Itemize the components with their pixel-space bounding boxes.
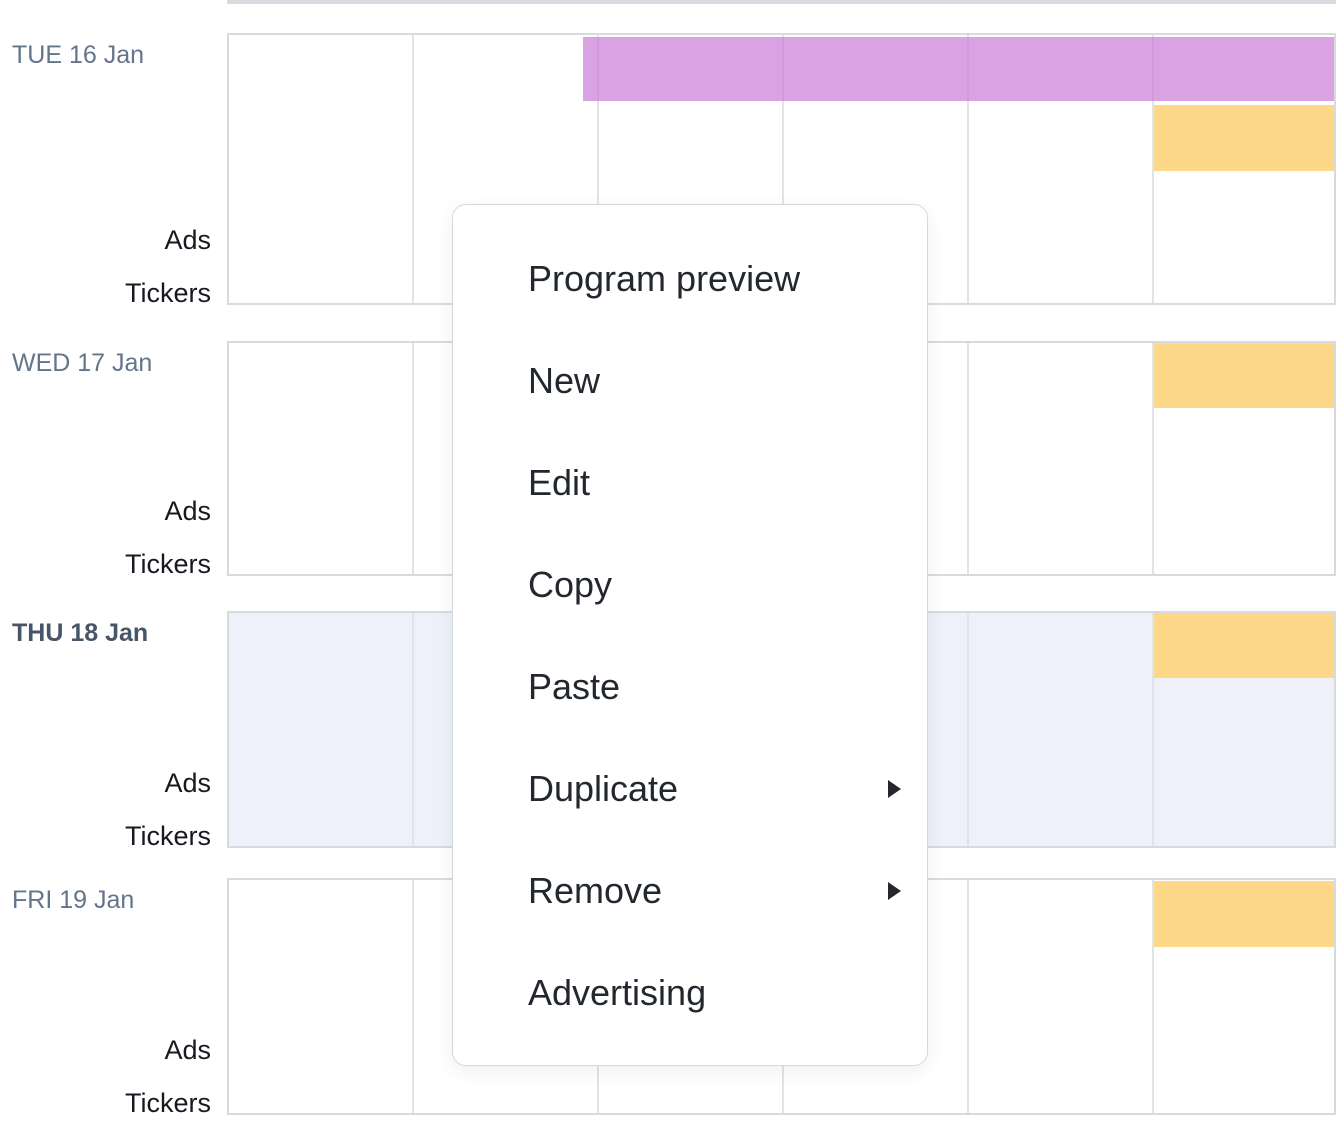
grid-line xyxy=(967,613,969,846)
grid-line xyxy=(1152,880,1154,1113)
grid-line xyxy=(1152,35,1154,303)
menu-item-label: Edit xyxy=(528,462,591,503)
menu-item-paste[interactable]: Paste xyxy=(453,636,927,738)
lane-label-tickers: Tickers xyxy=(125,1088,211,1118)
menu-item-label: Copy xyxy=(528,564,613,605)
lane-label-tickers: Tickers xyxy=(125,278,211,308)
day-label: THU 18 Jan xyxy=(12,619,149,647)
ad-block[interactable] xyxy=(1154,105,1334,171)
menu-item-label: Advertising xyxy=(528,972,707,1013)
grid-line xyxy=(412,343,414,574)
grid-line xyxy=(412,35,414,303)
ad-block[interactable] xyxy=(1154,881,1334,947)
menu-item-label: New xyxy=(528,360,601,401)
grid-line xyxy=(967,343,969,574)
lane-label-ads: Ads xyxy=(164,768,211,798)
previous-row-edge xyxy=(227,0,1336,4)
menu-item-program-preview[interactable]: Program preview xyxy=(453,228,927,330)
menu-item-remove[interactable]: Remove xyxy=(453,840,927,942)
grid-line xyxy=(1152,613,1154,846)
submenu-arrow-icon xyxy=(888,882,901,900)
day-label: FRI 19 Jan xyxy=(12,886,135,914)
grid-line xyxy=(597,35,599,303)
day-label: TUE 16 Jan xyxy=(12,41,145,69)
menu-item-copy[interactable]: Copy xyxy=(453,534,927,636)
day-row: WED 17 Jan Ads Tickers xyxy=(0,341,1336,579)
grid-line xyxy=(412,880,414,1113)
lane-label-tickers: Tickers xyxy=(125,821,211,851)
grid-line xyxy=(967,880,969,1113)
submenu-arrow-icon xyxy=(888,780,901,798)
grid-line xyxy=(967,35,969,303)
menu-item-duplicate[interactable]: Duplicate xyxy=(453,738,927,840)
lane-label-ads: Ads xyxy=(164,225,211,255)
context-menu: Program preview New Edit Copy Paste Dupl… xyxy=(452,204,928,1066)
menu-item-label: Remove xyxy=(528,870,663,911)
menu-item-label: Paste xyxy=(528,666,621,707)
grid-line xyxy=(412,613,414,846)
program-block[interactable] xyxy=(583,37,1334,101)
grid-line xyxy=(782,35,784,303)
grid-line xyxy=(1152,343,1154,574)
day-label: WED 17 Jan xyxy=(12,349,153,377)
menu-item-edit[interactable]: Edit xyxy=(453,432,927,534)
day-row: TUE 16 Jan Ads Tickers xyxy=(0,33,1336,308)
ad-block[interactable] xyxy=(1154,613,1334,678)
menu-item-label: Program preview xyxy=(528,258,801,299)
lane-label-ads: Ads xyxy=(164,1035,211,1065)
menu-item-advertising[interactable]: Advertising xyxy=(453,942,927,1044)
menu-item-new[interactable]: New xyxy=(453,330,927,432)
ad-block[interactable] xyxy=(1154,343,1334,408)
menu-item-label: Duplicate xyxy=(528,768,679,809)
lane-label-tickers: Tickers xyxy=(125,549,211,579)
lane-label-ads: Ads xyxy=(164,496,211,526)
day-row-grid[interactable] xyxy=(227,33,1336,305)
